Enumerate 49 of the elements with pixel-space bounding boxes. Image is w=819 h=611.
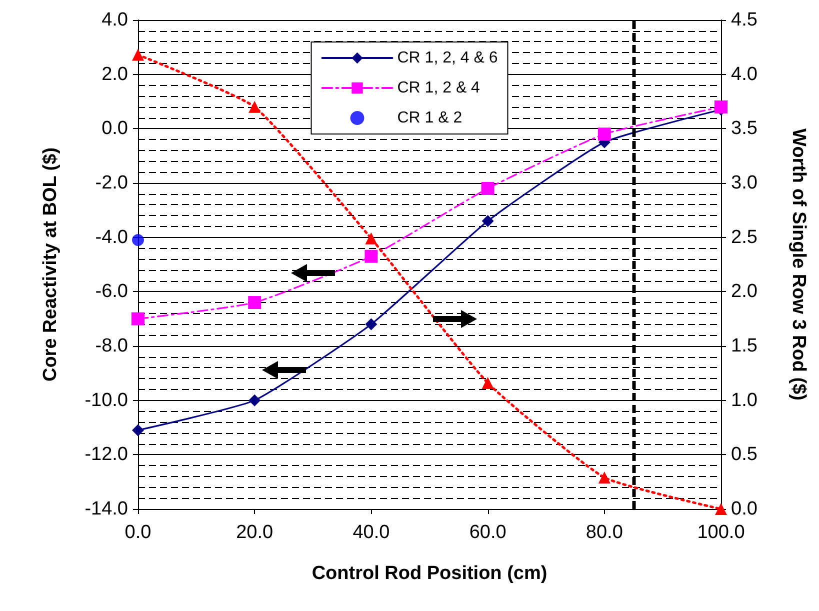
point <box>482 215 494 228</box>
point <box>248 394 261 406</box>
y2-tick-label: 2.0 <box>731 281 758 302</box>
y-axis-title: Core Reactivity at BOL ($) <box>40 147 61 382</box>
point <box>248 296 262 310</box>
y-tick-label: -10.0 <box>84 390 128 411</box>
y2-tick-label: 4.5 <box>731 10 758 30</box>
y-tick-label: 4.0 <box>102 10 128 30</box>
legend-label: CR 1, 2 & 4 <box>397 80 480 96</box>
y2-tick-label: 3.0 <box>731 172 758 194</box>
point <box>132 48 144 61</box>
point <box>482 376 494 389</box>
point <box>714 100 728 114</box>
x-tick-label: 100.0 <box>697 522 745 543</box>
y2-axis-title: Worth of Single Row 3 Rod ($) <box>788 128 809 400</box>
y2-tick-label: 3.5 <box>731 118 758 140</box>
y-tick-label: -14.0 <box>84 498 128 520</box>
point <box>132 234 144 246</box>
x-tick-label: 40.0 <box>352 522 390 543</box>
point <box>598 128 611 141</box>
point <box>132 312 144 326</box>
y-tick-label: -6.0 <box>95 281 128 302</box>
x-tick-label: 80.0 <box>586 522 623 543</box>
x-axis-title: Control Rod Position (cm) <box>312 563 548 584</box>
point <box>365 318 378 330</box>
y2-tick-label: 4.0 <box>731 64 758 85</box>
x-tick-label: 20.0 <box>236 522 274 543</box>
y2-tick-label: 1.0 <box>731 390 758 411</box>
point <box>248 100 261 113</box>
y-tick-label: 0.0 <box>102 118 128 140</box>
y2-tick-label: 1.5 <box>731 336 758 356</box>
y-tick-label: -4.0 <box>95 226 128 248</box>
y-tick-label: 2.0 <box>102 64 128 85</box>
x-tick-label: 0.0 <box>124 522 152 543</box>
y2-tick-label: 0.5 <box>731 444 758 466</box>
point <box>132 424 144 436</box>
y-tick-label: -12.0 <box>84 444 128 466</box>
point <box>364 250 378 263</box>
y2-tick-label: 2.5 <box>731 226 758 248</box>
point <box>715 503 727 515</box>
y2-tick-label: 0.0 <box>731 498 758 520</box>
legend-label: CR 1, 2, 4 & 6 <box>397 50 498 66</box>
x-tick-label: 60.0 <box>469 522 506 543</box>
legend-label: CR 1 & 2 <box>397 110 462 126</box>
y-tick-label: -2.0 <box>95 172 128 194</box>
point <box>598 471 610 484</box>
point <box>481 182 494 195</box>
point <box>365 232 378 244</box>
y-tick-label: -8.0 <box>95 336 128 356</box>
